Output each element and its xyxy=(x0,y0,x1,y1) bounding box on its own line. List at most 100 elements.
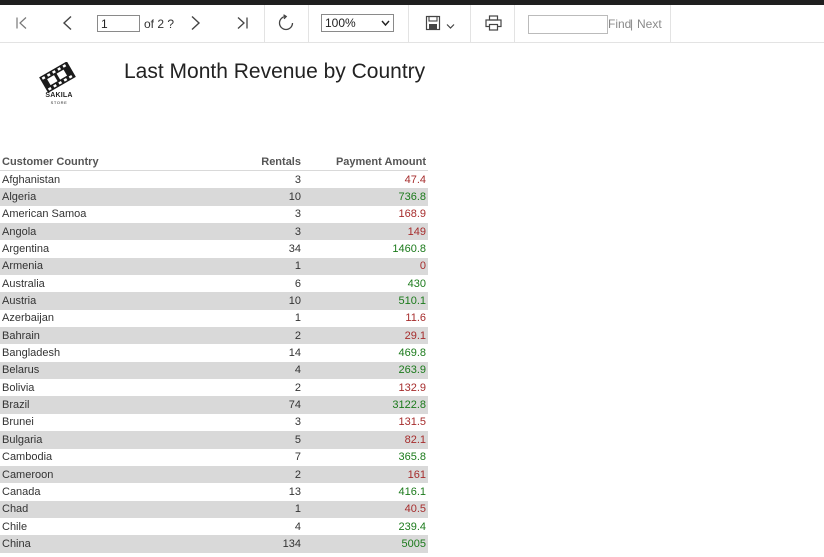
cell-country: Canada xyxy=(2,485,41,498)
cell-country: Australia xyxy=(2,277,45,290)
find-link[interactable]: Find xyxy=(608,17,632,31)
table-row: Angola 3 149 xyxy=(0,223,428,241)
cell-rentals: 10 xyxy=(244,292,303,310)
zoom-select[interactable]: 100% xyxy=(321,14,394,32)
cell-rentals: 1 xyxy=(244,500,303,518)
table-row: American Samoa 3 168.9 xyxy=(0,206,428,223)
chevron-down-icon xyxy=(446,23,455,29)
sakila-logo xyxy=(39,62,76,93)
cell-payment-amount: 149 xyxy=(303,223,428,241)
cell-payment-amount: 239.4 xyxy=(398,520,426,533)
cell-country: China xyxy=(0,535,244,553)
table-row: Bulgaria 5 82.1 xyxy=(0,431,428,449)
table-row: Algeria 10 736.8 xyxy=(0,188,428,206)
cell-rentals: 3 xyxy=(294,173,301,186)
cell-rentals: 3 xyxy=(294,416,301,429)
cell-country: Cambodia xyxy=(2,451,53,464)
table-header-row: Customer Country Rentals Payment Amount xyxy=(0,153,428,171)
table-row: Bangladesh 14 469.8 xyxy=(0,344,428,361)
cell-country: Angola xyxy=(0,223,244,241)
cell-payment-amount: 1460.8 xyxy=(392,243,426,256)
cell-rentals: 4 xyxy=(294,520,301,533)
cell-rentals: 134 xyxy=(244,535,303,553)
header-payment-amount: Payment Amount xyxy=(303,153,428,171)
cell-rentals: 2 xyxy=(294,381,301,394)
refresh-button[interactable] xyxy=(276,10,296,36)
cell-payment-amount: 132.9 xyxy=(398,381,426,394)
print-button[interactable] xyxy=(483,10,503,36)
cell-payment-amount: 47.4 xyxy=(404,173,426,186)
cell-rentals: 10 xyxy=(244,188,303,206)
table-row: Austria 10 510.1 xyxy=(0,292,428,310)
previous-page-button[interactable] xyxy=(58,10,78,36)
save-icon xyxy=(425,15,441,31)
table-row: Bolivia 2 132.9 xyxy=(0,379,428,396)
page-number-input[interactable] xyxy=(97,15,140,32)
refresh-icon xyxy=(278,14,294,31)
cell-rentals: 1 xyxy=(294,312,301,325)
toolbar-separator xyxy=(264,5,265,42)
cell-payment-amount: 82.1 xyxy=(303,431,428,449)
cell-rentals: 34 xyxy=(288,243,301,256)
cell-payment-amount: 5005 xyxy=(303,535,428,553)
logo-text: SAKILA xyxy=(45,92,73,99)
cell-rentals: 3 xyxy=(244,223,303,241)
cell-country: Belarus xyxy=(0,361,244,380)
logo-subtext: STORE xyxy=(50,100,68,105)
toolbar-separator xyxy=(514,5,515,42)
table-row: Canada 13 416.1 xyxy=(0,483,428,500)
table-row: Chad 1 40.5 xyxy=(0,500,428,518)
export-button[interactable] xyxy=(422,10,458,36)
table-row: Brazil 74 3122.8 xyxy=(0,396,428,414)
cell-payment-amount: 736.8 xyxy=(303,188,428,206)
cell-rentals: 5 xyxy=(244,431,303,449)
last-page-button[interactable] xyxy=(232,10,252,36)
next-page-icon xyxy=(191,15,201,31)
cell-rentals: 6 xyxy=(294,277,301,290)
cell-payment-amount: 430 xyxy=(407,277,426,290)
cell-country: Cameroon xyxy=(0,465,244,484)
cell-country: Armenia xyxy=(0,257,244,276)
toolbar-separator xyxy=(308,5,309,42)
cell-payment-amount: 168.9 xyxy=(398,208,426,221)
cell-payment-amount: 3122.8 xyxy=(303,396,428,414)
cell-country: Austria xyxy=(0,292,244,310)
table-row: Cameroon 2 161 xyxy=(0,465,428,484)
cell-rentals: 2 xyxy=(244,465,303,484)
find-input[interactable] xyxy=(528,15,608,34)
table-row: China 134 5005 xyxy=(0,535,428,553)
cell-country: Azerbaijan xyxy=(2,312,54,325)
cell-payment-amount: 263.9 xyxy=(303,361,428,380)
cell-country: Chad xyxy=(0,500,244,518)
cell-rentals: 4 xyxy=(244,361,303,380)
print-icon xyxy=(484,15,502,31)
header-rentals: Rentals xyxy=(244,153,303,171)
cell-country: Brunei xyxy=(2,416,34,429)
first-page-button[interactable] xyxy=(12,10,32,36)
find-next-link[interactable]: Next xyxy=(637,17,662,31)
cell-payment-amount: 0 xyxy=(303,257,428,276)
table-row: Cambodia 7 365.8 xyxy=(0,449,428,466)
cell-country: Algeria xyxy=(0,188,244,206)
window-top-strip xyxy=(0,0,824,5)
chevron-down-icon xyxy=(381,20,390,27)
cell-payment-amount: 29.1 xyxy=(303,327,428,345)
cell-payment-amount: 416.1 xyxy=(398,485,426,498)
cell-country: Afghanistan xyxy=(2,173,61,186)
cell-country: Bahrain xyxy=(0,327,244,345)
table-row: Belarus 4 263.9 xyxy=(0,361,428,380)
cell-country: Chile xyxy=(2,520,28,533)
cell-payment-amount: 11.6 xyxy=(405,312,426,325)
table-body: Afghanistan 3 47.4 Algeria 10 736.8 American S… xyxy=(0,171,428,553)
cell-country: American Samoa xyxy=(2,208,87,221)
table-row: Afghanistan 3 47.4 xyxy=(0,171,428,189)
cell-payment-amount: 161 xyxy=(303,465,428,484)
page-count-label: of 2 ? xyxy=(144,17,175,31)
table-row: Argentina 34 1460.8 xyxy=(0,240,428,257)
cell-rentals: 3 xyxy=(294,208,301,221)
cell-country: Bangladesh xyxy=(2,347,61,360)
table-row: Chile 4 239.4 xyxy=(0,518,428,535)
next-page-button[interactable] xyxy=(185,10,205,36)
cell-payment-amount: 131.5 xyxy=(398,416,426,429)
zoom-value: 100% xyxy=(325,16,356,30)
